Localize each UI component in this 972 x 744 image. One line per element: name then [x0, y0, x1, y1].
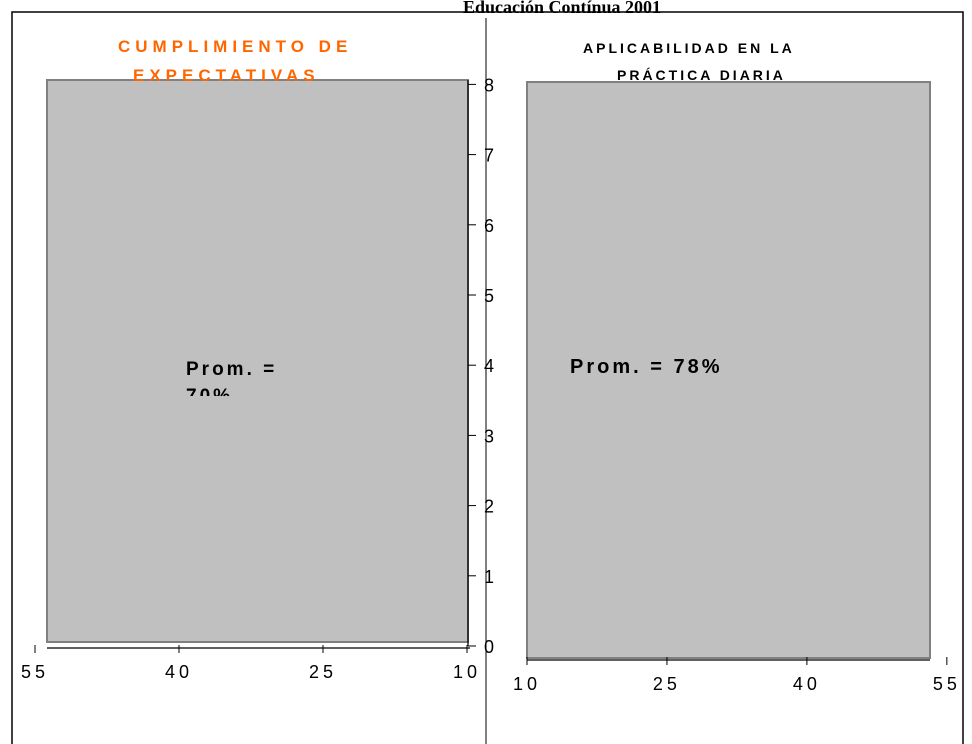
x-tick-label: 25	[653, 674, 681, 694]
x-tick-label: 55	[933, 674, 961, 694]
left-marks: 857055402510	[21, 645, 481, 682]
y-tick-label: 3	[484, 426, 494, 446]
chart-title-line-1: CUMPLIMIENTO DE	[118, 37, 352, 56]
plot-area	[46, 79, 469, 643]
chart-panel-aplicabilidad: 102540557085 APLICABILIDAD EN LA PRÁCTIC…	[513, 40, 961, 694]
y-tick-label: 6	[484, 216, 494, 236]
y-tick-label: 7	[484, 146, 494, 166]
y-tick-label: 0	[484, 637, 494, 657]
y-tick-label: 4	[484, 356, 494, 376]
chart-title-line-2: EXPECTATIVAS	[133, 66, 320, 85]
x-tick-label: 40	[165, 662, 193, 682]
annotation-clip: Prom. = 70%	[186, 359, 277, 407]
x-axis: 857055402510	[21, 645, 481, 682]
x-tick-label: 25	[309, 662, 337, 682]
annotation-prom-value: 70%	[186, 386, 233, 407]
x-tick-label: 40	[793, 674, 821, 694]
x-tick-label: 10	[453, 662, 481, 682]
right-marks: 102540557085	[513, 657, 961, 694]
y-axis: 0 1 2 3 4 5 6 7 8	[467, 75, 494, 657]
chart-title-line-2: PRÁCTICA DIARIA	[617, 67, 786, 83]
plot-area	[526, 81, 931, 659]
chart-frame	[11, 11, 964, 744]
x-tick-label: 55	[21, 662, 49, 682]
y-tick-label: 2	[484, 497, 494, 517]
page-title: Educación Contínua 2001	[463, 0, 661, 17]
y-tick-label: 8	[484, 75, 494, 95]
y-tick-label: 1	[484, 567, 494, 587]
x-axis: 102540557085	[513, 657, 961, 694]
chart-panel-expectativas: 857055402510 CUMPLIMIENTO DE EXPECTATIVA…	[21, 37, 481, 682]
chart-title-line-1: APLICABILIDAD EN LA	[583, 40, 795, 56]
y-tick-label: 5	[484, 286, 494, 306]
annotation-prom: Prom. =	[186, 359, 277, 380]
x-tick-label: 10	[513, 674, 541, 694]
annotation-prom: Prom. = 78%	[570, 356, 723, 378]
